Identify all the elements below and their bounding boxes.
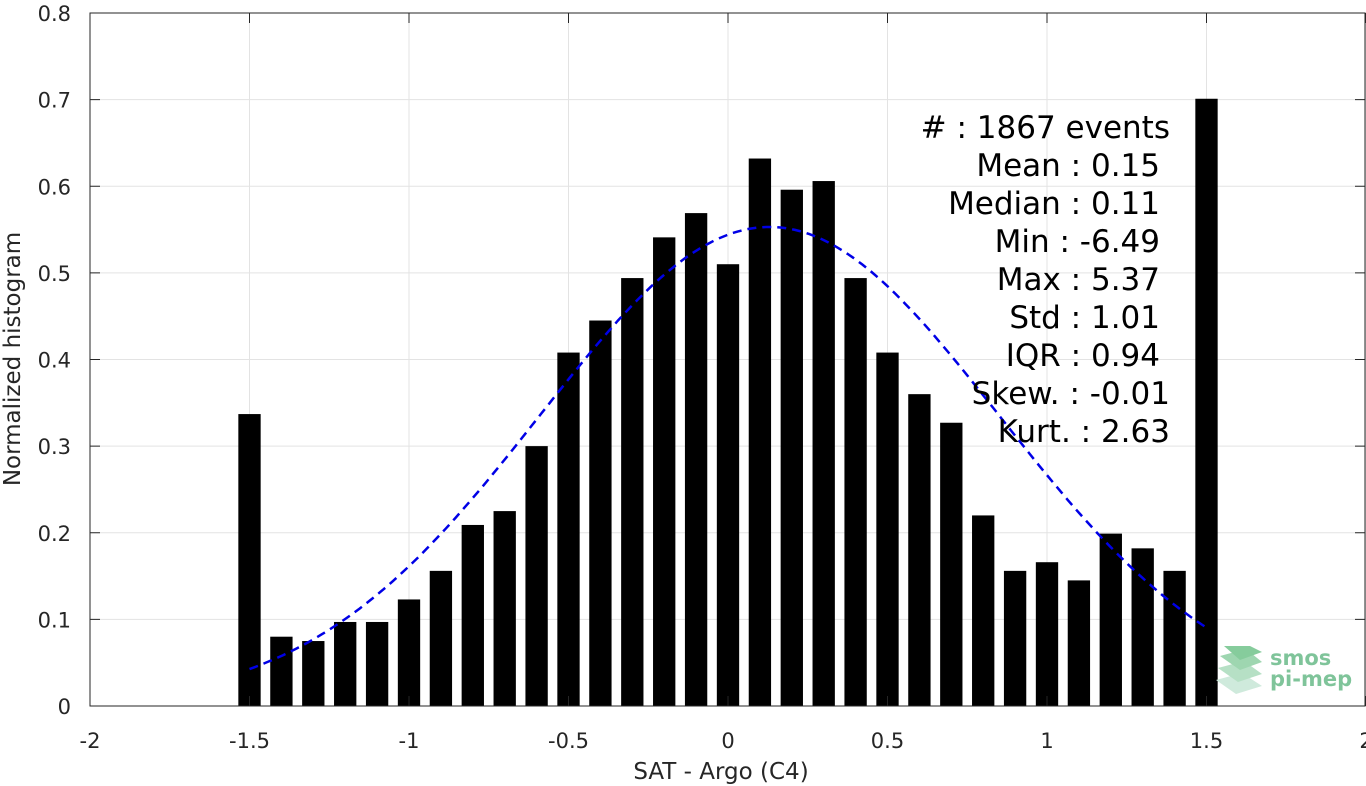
histogram-bar <box>334 621 357 706</box>
histogram-bar <box>1195 98 1218 707</box>
y-tick-label: 0.2 <box>38 522 71 546</box>
y-tick-label: 0.8 <box>38 2 71 26</box>
logo-line2: pi-mep <box>1270 667 1352 691</box>
x-tick-label: 1.5 <box>1190 729 1223 753</box>
histogram-bar <box>270 636 293 706</box>
stat-line: Mean : 0.15 <box>976 148 1160 184</box>
histogram-bar <box>1163 570 1186 706</box>
histogram-bar <box>876 352 899 706</box>
stat-line: # : 1867 events <box>921 110 1170 146</box>
histogram-bar <box>716 264 740 706</box>
y-tick-label: 0.6 <box>38 175 71 199</box>
y-tick-label: 0.1 <box>38 608 71 632</box>
histogram-bar <box>908 394 931 706</box>
stat-line: Min : -6.49 <box>995 224 1160 260</box>
y-tick-label: 0.7 <box>38 89 71 113</box>
y-tick-label: 0.4 <box>38 349 71 373</box>
x-tick-label: 2 <box>1359 729 1366 753</box>
x-tick-label: 0.5 <box>871 729 904 753</box>
histogram-bar <box>621 278 644 706</box>
y-tick-label: 0.3 <box>38 435 71 459</box>
y-tick-label: 0 <box>58 695 71 719</box>
x-axis-label: SAT - Argo (C4) <box>633 759 808 785</box>
stat-line: Skew. : -0.01 <box>972 376 1170 412</box>
histogram-bar <box>780 189 803 707</box>
histogram-bar <box>748 158 772 706</box>
histogram-bar <box>493 511 516 706</box>
stat-line: Kurt. : 2.63 <box>998 414 1170 450</box>
histogram-bar <box>1003 570 1027 706</box>
x-tick-label: 0 <box>721 729 734 753</box>
logo-line1: smos <box>1270 646 1331 670</box>
axes-frame <box>89 12 1366 707</box>
histogram-bar <box>844 278 867 706</box>
histogram-bars <box>238 98 1218 707</box>
x-tick-labels: -2 -1.5 -1 -0.5 0 0.5 1 1.5 2 <box>80 729 1366 753</box>
histogram-bar <box>940 422 963 706</box>
stat-line: Std : 1.01 <box>1009 300 1160 336</box>
histogram-bar <box>397 599 421 706</box>
histogram-bar <box>684 213 708 706</box>
x-tick-label: -2 <box>80 729 101 753</box>
histogram-bar <box>238 414 261 706</box>
histogram-bar <box>525 446 548 706</box>
x-tick-label: -1.5 <box>229 729 270 753</box>
x-tick-label: -1 <box>399 729 420 753</box>
histogram-bar <box>653 237 676 706</box>
histogram-bar <box>365 621 389 706</box>
stat-line: IQR : 0.94 <box>1006 338 1160 374</box>
stat-line: Max : 5.37 <box>997 262 1160 298</box>
smos-pi-mep-logo: smos pi-mep <box>1216 646 1352 694</box>
histogram-bar <box>461 524 484 706</box>
histogram-bar <box>1099 533 1122 706</box>
y-tick-label: 0.5 <box>38 262 71 286</box>
histogram-bar <box>429 570 453 706</box>
histogram-bar <box>302 641 325 706</box>
x-tick-label: 1 <box>1040 729 1053 753</box>
histogram-bar <box>812 181 835 707</box>
y-axis-label: Normalized histogram <box>0 232 26 486</box>
stat-line: Median : 0.11 <box>948 186 1160 222</box>
logo-icon <box>1216 646 1262 694</box>
y-tick-labels: 0 0.1 0.2 0.3 0.4 0.5 0.6 0.7 0.8 <box>38 2 71 719</box>
histogram-bar <box>557 352 580 706</box>
histogram-bar <box>1131 548 1154 706</box>
histogram-bar <box>1067 580 1091 706</box>
histogram-bar <box>589 320 612 706</box>
histogram-bar <box>1035 562 1059 706</box>
histogram-bar <box>972 515 995 706</box>
x-tick-label: -0.5 <box>548 729 589 753</box>
